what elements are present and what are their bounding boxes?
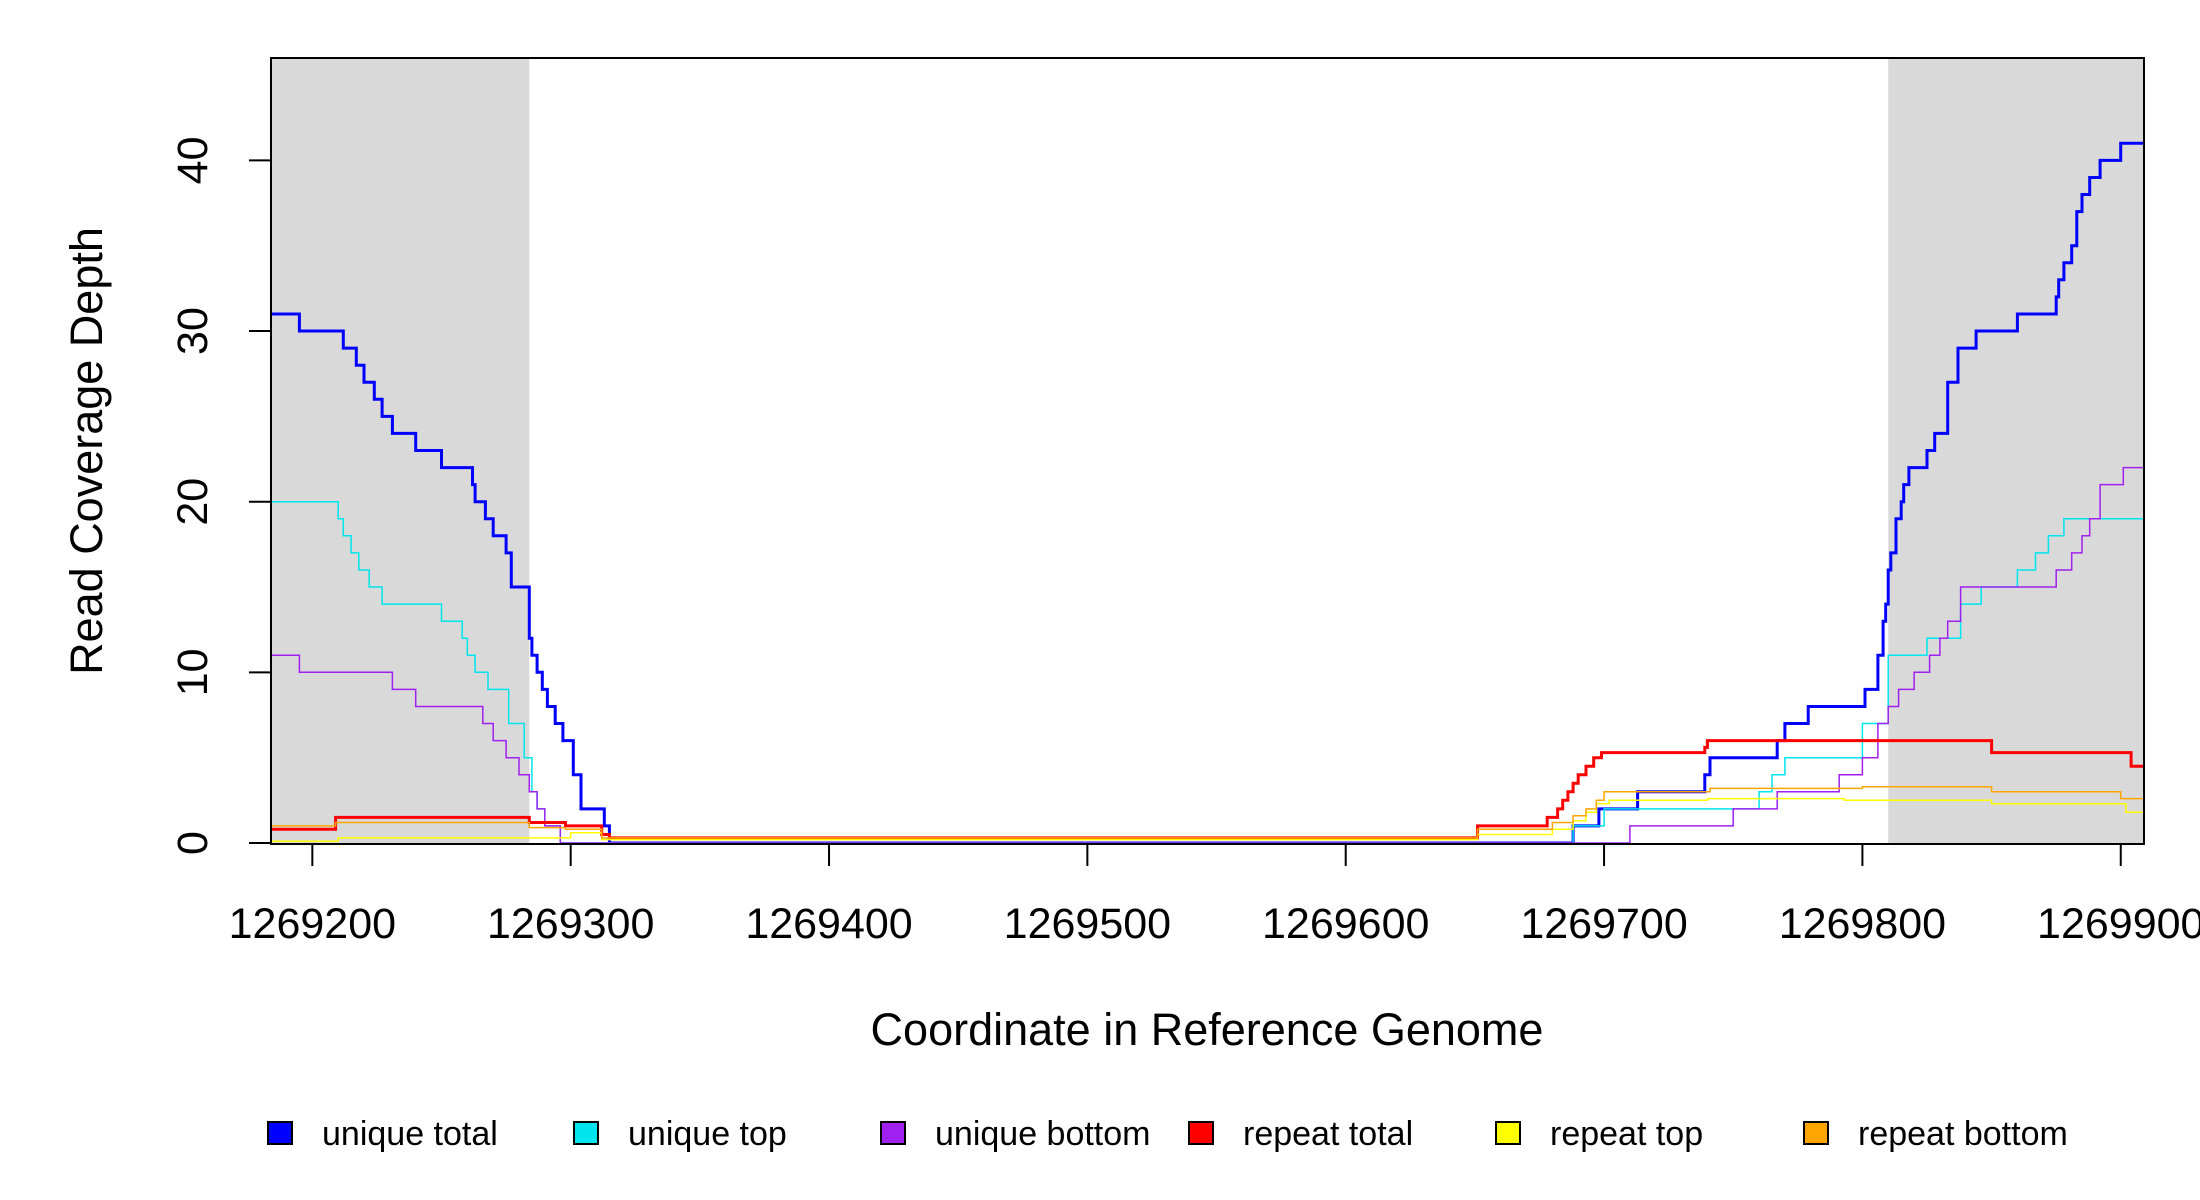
legend-label: repeat bottom bbox=[1858, 1115, 2068, 1153]
x-tick-label: 1269400 bbox=[745, 900, 912, 948]
legend-item-unique-total: unique total bbox=[267, 1115, 498, 1153]
y-tick-label: 10 bbox=[169, 648, 217, 696]
y-tick-label: 0 bbox=[169, 831, 217, 855]
legend: unique total unique top unique bottom repea… bbox=[267, 1115, 2068, 1153]
legend-swatch bbox=[1495, 1121, 1521, 1145]
legend-item-unique-top: unique top bbox=[573, 1115, 787, 1153]
x-axis-title: Coordinate in Reference Genome bbox=[871, 1004, 1544, 1055]
legend-item-unique-bottom: unique bottom bbox=[880, 1115, 1151, 1153]
legend-item-repeat-total: repeat total bbox=[1188, 1115, 1413, 1153]
legend-label: unique total bbox=[322, 1115, 498, 1153]
legend-label: repeat top bbox=[1550, 1115, 1703, 1153]
legend-label: repeat total bbox=[1243, 1115, 1413, 1153]
series-line-repeat-top bbox=[271, 797, 2144, 843]
x-tick-label: 1269600 bbox=[1262, 900, 1429, 948]
x-tick-label: 1269300 bbox=[487, 900, 654, 948]
legend-swatch bbox=[573, 1121, 599, 1145]
legend-swatch bbox=[1188, 1121, 1214, 1145]
series-line-unique-total bbox=[271, 141, 2144, 845]
x-axis: 1269200 1269300 1269400 1269500 1269600 12697… bbox=[229, 843, 2200, 948]
series-line-unique-bottom bbox=[271, 466, 2144, 844]
legend-label: unique top bbox=[628, 1115, 787, 1153]
x-tick-label: 1269700 bbox=[1520, 900, 1687, 948]
legend-item-repeat-bottom: repeat bottom bbox=[1803, 1115, 2068, 1153]
legend-swatch bbox=[267, 1121, 293, 1145]
y-tick-label: 40 bbox=[169, 136, 217, 184]
series-line-repeat-total bbox=[271, 739, 2144, 840]
shaded-region-1 bbox=[271, 58, 530, 844]
shaded-regions bbox=[271, 58, 2144, 844]
legend-label: unique bottom bbox=[935, 1115, 1151, 1153]
series-line-unique-top bbox=[271, 500, 2144, 844]
legend-swatch bbox=[1803, 1121, 1829, 1145]
y-tick-label: 30 bbox=[169, 307, 217, 355]
y-tick-label: 20 bbox=[169, 478, 217, 526]
series-lines bbox=[271, 141, 2144, 845]
x-tick-label: 1269200 bbox=[229, 900, 396, 948]
y-axis: 0 10 20 30 40 bbox=[169, 136, 272, 855]
x-tick-label: 1269800 bbox=[1779, 900, 1946, 948]
legend-swatch bbox=[880, 1121, 906, 1145]
x-tick-label: 1269500 bbox=[1004, 900, 1171, 948]
series-line-repeat-bottom bbox=[271, 785, 2144, 839]
x-tick-label: 1269900 bbox=[2037, 900, 2200, 948]
legend-item-repeat-top: repeat top bbox=[1495, 1115, 1703, 1153]
y-axis-title: Read Coverage Depth bbox=[61, 227, 112, 675]
